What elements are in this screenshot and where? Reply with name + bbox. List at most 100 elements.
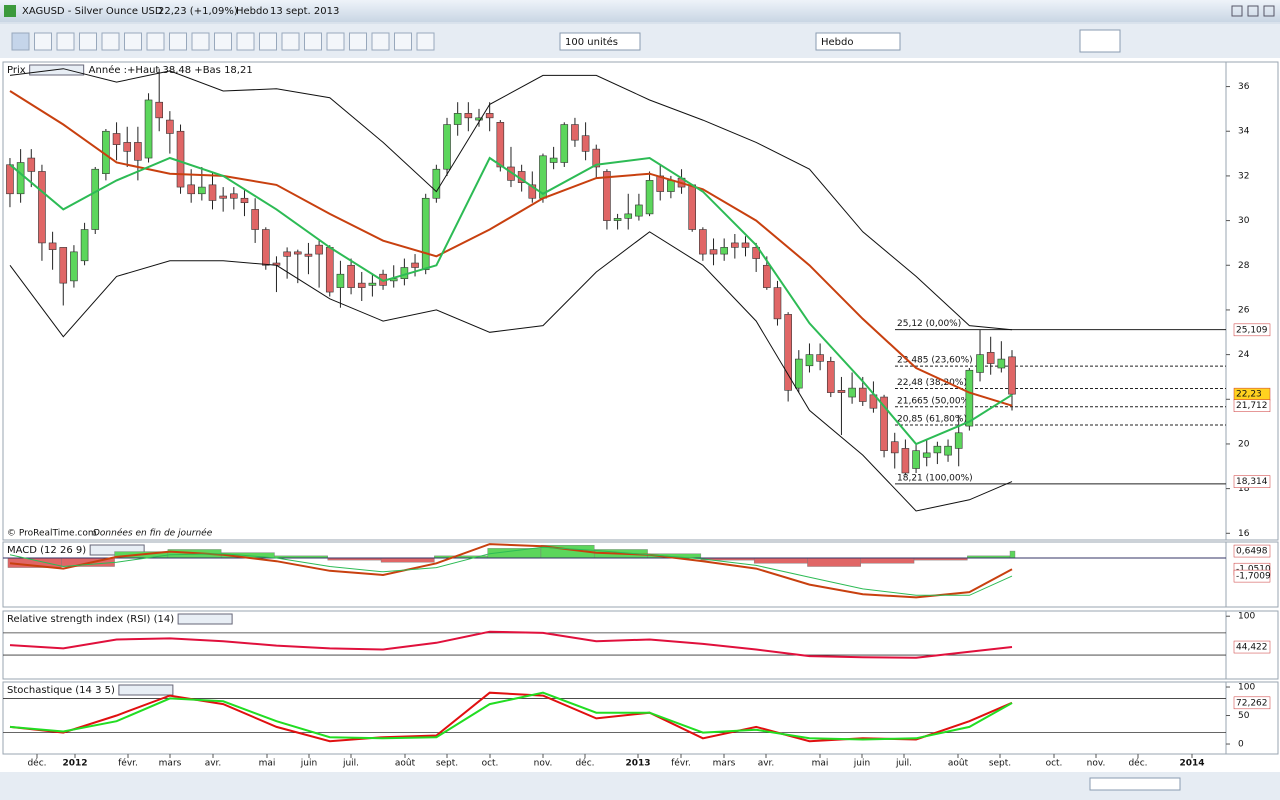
panel-title: Stochastique (14 3 5)	[7, 685, 115, 696]
panel-icons[interactable]	[118, 684, 174, 696]
tool-button[interactable]	[124, 32, 142, 51]
tool-button[interactable]	[416, 32, 435, 51]
candle-body	[293, 251, 302, 255]
candle-body	[965, 369, 974, 427]
scroll-thumb[interactable]	[1089, 777, 1181, 791]
candle-body	[741, 242, 750, 248]
candle-body	[592, 148, 601, 168]
x-tick-label: mars	[159, 759, 182, 769]
macd-bar	[753, 557, 808, 564]
panel-axis	[1225, 681, 1279, 755]
price-tag-label: 72,262	[1236, 698, 1268, 708]
indicator-line	[9, 546, 1013, 596]
candle-body	[475, 117, 483, 121]
price-tag	[1233, 544, 1271, 558]
period-select[interactable]	[815, 32, 901, 51]
tool-button[interactable]	[214, 32, 232, 51]
app-icon	[4, 5, 16, 17]
candle-body	[357, 282, 366, 288]
candle-body	[880, 396, 888, 451]
y-tick-label: 16	[1238, 529, 1250, 539]
x-tick-label: août	[948, 759, 969, 769]
date: 13 sept. 2013	[270, 6, 339, 17]
candle-body	[944, 445, 952, 456]
x-tick-label: avr.	[205, 759, 222, 769]
candle-body	[368, 282, 377, 286]
x-tick-label: juil.	[342, 759, 359, 769]
candle-body	[933, 445, 942, 454]
candle-body	[645, 180, 654, 215]
candle-body	[901, 448, 910, 474]
price-tag	[1233, 696, 1271, 710]
indicator-line	[9, 156, 1013, 446]
candle-body	[613, 218, 622, 221]
y-tick-label: 24	[1238, 350, 1250, 360]
x-tick-label: 2014	[1179, 759, 1204, 769]
candle-body	[230, 193, 238, 199]
maximize[interactable]	[1247, 5, 1259, 17]
candle-body	[763, 264, 771, 288]
candle-body	[890, 441, 899, 454]
tool-button[interactable]	[56, 32, 75, 51]
tool-button[interactable]	[394, 32, 412, 51]
candle-body	[571, 124, 579, 141]
panel-icons[interactable]	[177, 613, 233, 625]
tool-button[interactable]	[349, 32, 367, 51]
tool-button[interactable]	[191, 32, 210, 51]
price-tag-label: 0,6498	[1236, 547, 1268, 557]
y-tick-label: 34	[1238, 127, 1250, 137]
y-tick-label: 100	[1238, 683, 1255, 693]
units-select[interactable]	[559, 32, 641, 51]
close[interactable]	[1263, 5, 1275, 17]
price-tag-label: 25,109	[1236, 325, 1268, 335]
x-tick-label: févr.	[118, 758, 138, 769]
scroll-bar[interactable]	[0, 772, 1280, 800]
tool-icons[interactable]	[11, 32, 435, 51]
x-tick-label: août	[395, 759, 416, 769]
y-tick-label: 50	[1238, 711, 1250, 721]
level-label: 25,12 (0,00%)	[897, 319, 961, 329]
tool-button[interactable]	[326, 32, 345, 51]
candle-body	[805, 354, 814, 367]
tool-button[interactable]	[79, 32, 97, 51]
candle-body	[421, 197, 430, 271]
x-tick-label: sept.	[436, 759, 458, 769]
tool-button[interactable]	[169, 32, 187, 51]
window-buttons[interactable]	[1231, 5, 1275, 17]
tool-button[interactable]	[304, 32, 322, 51]
tool-button[interactable]	[259, 32, 277, 51]
indicator-line	[9, 630, 1013, 659]
y-tick-label: 0	[1238, 740, 1244, 750]
tool-button[interactable]	[34, 32, 52, 51]
candle-body	[208, 184, 217, 201]
candle-body	[325, 247, 334, 293]
tool-button[interactable]	[101, 32, 120, 51]
tool-button[interactable]	[146, 32, 165, 51]
candle-body	[187, 184, 195, 195]
candle-body	[549, 157, 558, 163]
minimize[interactable]	[1231, 5, 1243, 17]
tool-button[interactable]	[11, 32, 30, 51]
chart-style-button[interactable]	[1079, 29, 1121, 53]
price-tag-label: 21,712	[1236, 401, 1268, 411]
indicator-line	[9, 68, 1013, 331]
candle-body	[134, 142, 142, 161]
y-tick-label: 30	[1238, 216, 1250, 226]
candle-body	[155, 101, 163, 119]
candle-body	[261, 229, 270, 266]
tool-button[interactable]	[371, 32, 390, 51]
macd-bar	[380, 557, 435, 563]
candle-body	[112, 133, 121, 145]
price-tag	[1233, 640, 1271, 654]
tool-button[interactable]	[236, 32, 255, 51]
candle-body	[166, 119, 174, 134]
candle-body	[59, 247, 68, 284]
x-tick-label: juin	[300, 759, 317, 769]
candle-body	[315, 244, 323, 255]
tool-button[interactable]	[281, 32, 300, 51]
x-tick-label: oct.	[482, 759, 499, 769]
panel-title: MACD (12 26 9)	[7, 545, 86, 556]
candle-body	[464, 113, 473, 119]
indicator-line	[9, 90, 1013, 407]
